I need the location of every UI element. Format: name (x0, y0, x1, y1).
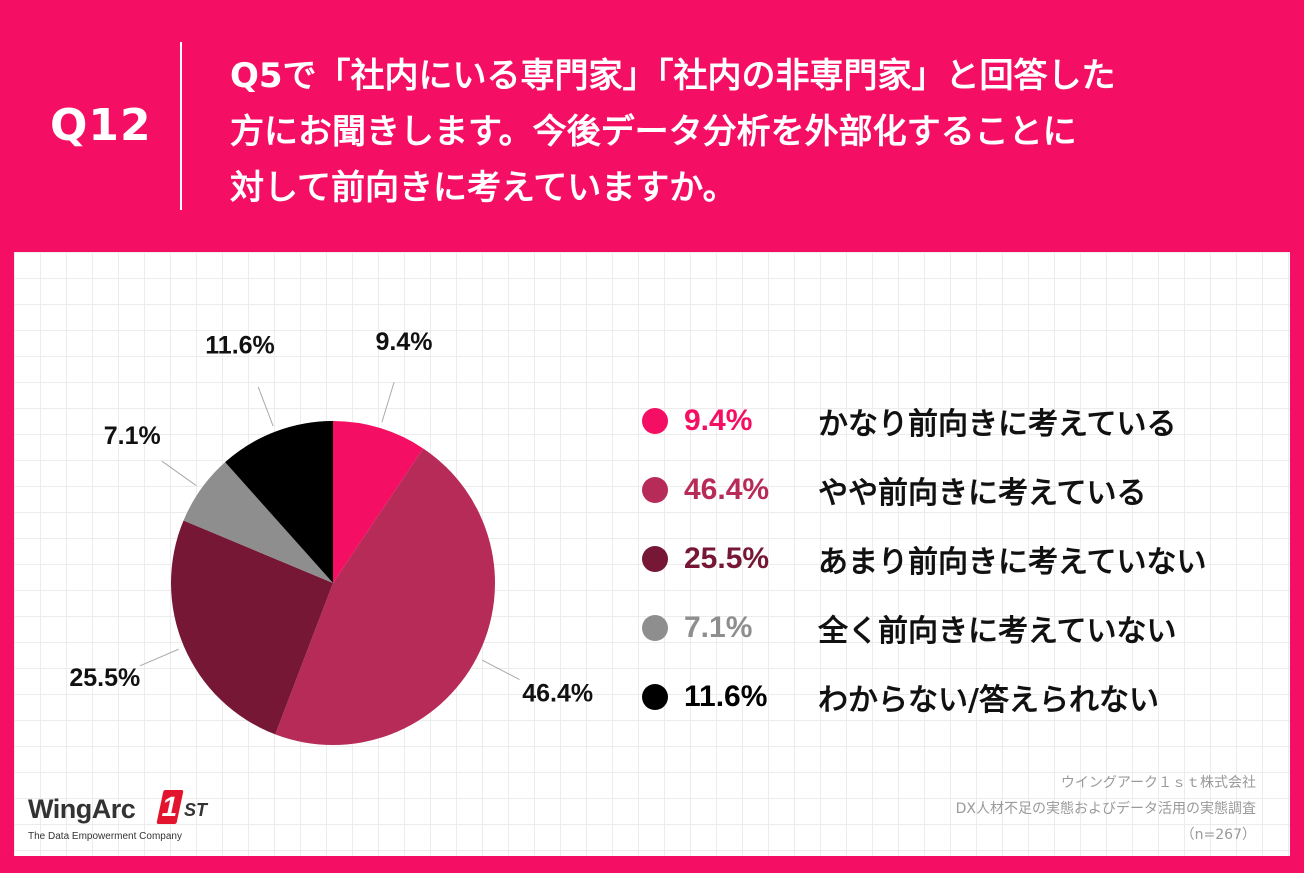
legend-swatch (642, 407, 668, 434)
legend-swatch (642, 545, 668, 572)
source-note: ウイングアーク１ｓｔ株式会社 DX人材不足の実態およびデータ活用の実態調査 （n… (956, 770, 1256, 848)
legend-item: 46.4% やや前向きに考えている (638, 455, 1207, 524)
leader-line (257, 386, 274, 427)
question-line: 対して前向きに考えていますか。 (230, 168, 737, 208)
pie-slice (333, 421, 424, 583)
logo-suffix: ST (184, 800, 208, 820)
header-divider (180, 42, 182, 210)
legend-item: 9.4% かなり前向きに考えている (638, 386, 1207, 455)
leader-line (139, 648, 179, 667)
pie-chart: 9.4% 46.4% 25.5% 7.1% 11.6% (69, 328, 593, 746)
legend-value: 25.5% (684, 541, 770, 575)
pie-slice (183, 462, 333, 583)
legend-swatch (642, 683, 668, 710)
question-line: 方にお聞きします。今後データ分析を外部化することに (230, 112, 1077, 152)
legend-label: やや前向きに考えている (818, 475, 1147, 511)
logo-tagline: The Data Empowerment Company (28, 831, 182, 842)
chart-panel: 9.4% 46.4% 25.5% 7.1% 11.6% 9.4% かなり前向きに考えてい… (14, 252, 1290, 856)
pie-slice (170, 520, 333, 735)
question-number: Q12 (50, 100, 152, 151)
company-logo: WingArc 1 ST The Data Empowerment Compan… (28, 780, 228, 846)
question-line: Q5で「社内にいる専門家」「社内の非専門家」と回答した (230, 56, 1116, 96)
legend-label: わからない/答えられない (818, 682, 1159, 718)
logo-mark-digit: 1 (159, 791, 182, 822)
legend-swatch (642, 476, 668, 503)
leader-line (381, 381, 395, 423)
legend-value: 7.1% (684, 610, 753, 644)
question-text: Q5で「社内にいる専門家」「社内の非専門家」と回答した 方にお聞きします。今後デ… (230, 48, 1270, 216)
logo-mark: 1 (156, 790, 184, 824)
legend-label: 全く前向きに考えていない (818, 613, 1177, 649)
slice-data-label: 7.1% (104, 422, 161, 450)
slice-data-label: 9.4% (376, 328, 433, 356)
leader-line (481, 659, 520, 680)
legend-item: 25.5% あまり前向きに考えていない (638, 524, 1207, 593)
legend-label: かなり前向きに考えている (818, 406, 1177, 442)
slice-data-label: 25.5% (69, 664, 140, 692)
header: Q12 Q5で「社内にいる専門家」「社内の非専門家」と回答した 方にお聞きします… (0, 0, 1304, 250)
logo-wordmark: WingArc (28, 794, 136, 824)
legend-item: 7.1% 全く前向きに考えていない (638, 593, 1207, 662)
pie-slice (225, 421, 333, 583)
legend-value: 46.4% (684, 472, 770, 506)
source-line: （n=267） (1180, 827, 1256, 843)
legend-swatch (642, 614, 668, 641)
legend-item: 11.6% わからない/答えられない (638, 662, 1207, 731)
leader-line (161, 460, 197, 486)
slice-data-label: 11.6% (205, 332, 275, 360)
legend-value: 9.4% (684, 403, 753, 437)
source-line: DX人材不足の実態およびデータ活用の実態調査 (955, 801, 1256, 817)
source-line: ウイングアーク１ｓｔ株式会社 (1060, 775, 1256, 791)
legend-value: 11.6% (684, 679, 768, 713)
chart-legend: 9.4% かなり前向きに考えている 46.4% やや前向きに考えている 25.5… (638, 386, 1207, 731)
legend-label: あまり前向きに考えていない (818, 544, 1207, 580)
slice-data-label: 46.4% (522, 680, 593, 708)
pie-slice (275, 448, 496, 746)
